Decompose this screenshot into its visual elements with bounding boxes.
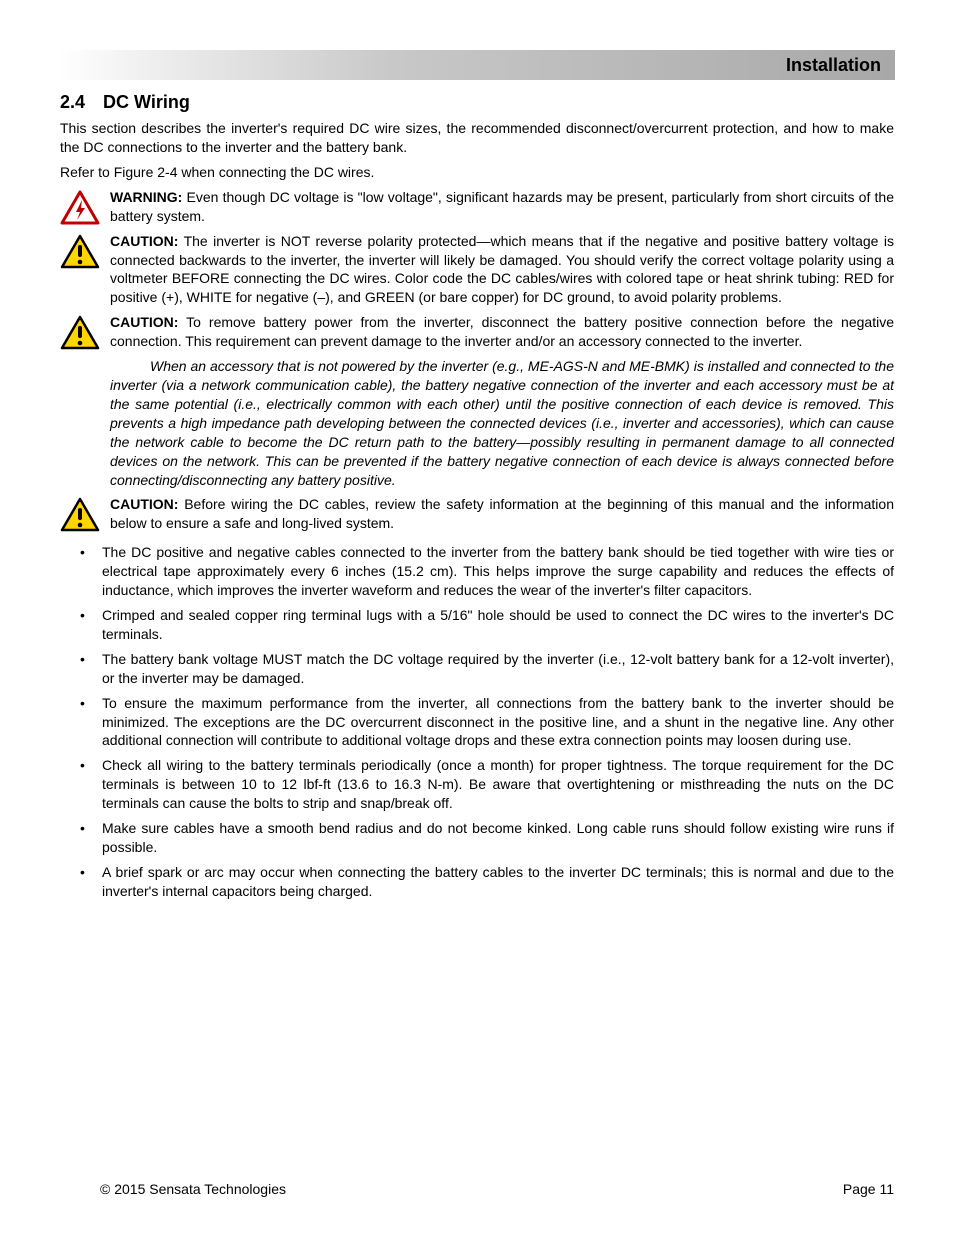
bullet-list: The DC positive and negative cables conn… — [60, 543, 894, 900]
caution-3-label: CAUTION: — [110, 496, 178, 512]
list-item: Crimped and sealed copper ring terminal … — [80, 606, 894, 644]
warning-body: Even though DC voltage is "low voltage",… — [110, 189, 894, 224]
warning-notice: WARNING: Even though DC voltage is "low … — [60, 188, 894, 226]
section-heading: 2.4 DC Wiring — [60, 92, 894, 113]
intro-paragraph-2: Refer to Figure 2-4 when connecting the … — [60, 163, 894, 182]
page-footer: © 2015 Sensata Technologies Page 11 — [60, 1181, 894, 1197]
list-item: The battery bank voltage MUST match the … — [80, 650, 894, 688]
caution-2-text: CAUTION: To remove battery power from th… — [110, 313, 894, 351]
list-item: Check all wiring to the battery terminal… — [80, 756, 894, 813]
italic-accessory-note: When an accessory that is not powered by… — [110, 357, 894, 489]
caution-icon — [60, 234, 100, 270]
caution-icon — [60, 315, 100, 351]
footer-copyright: © 2015 Sensata Technologies — [60, 1181, 286, 1197]
caution-1-text: CAUTION: The inverter is NOT reverse pol… — [110, 232, 894, 308]
footer-page-number: Page 11 — [843, 1181, 894, 1197]
warning-icon — [60, 190, 100, 226]
list-item: Make sure cables have a smooth bend radi… — [80, 819, 894, 857]
caution-3-text: CAUTION: Before wiring the DC cables, re… — [110, 495, 894, 533]
caution-notice-3: CAUTION: Before wiring the DC cables, re… — [60, 495, 894, 533]
list-item: To ensure the maximum performance from t… — [80, 694, 894, 751]
caution-notice-1: CAUTION: The inverter is NOT reverse pol… — [60, 232, 894, 308]
warning-label: WARNING: — [110, 189, 182, 205]
section-number: 2.4 — [60, 92, 85, 113]
intro-paragraph-1: This section describes the inverter's re… — [60, 119, 894, 157]
warning-text: WARNING: Even though DC voltage is "low … — [110, 188, 894, 226]
caution-1-body: The inverter is NOT reverse polarity pro… — [110, 233, 894, 306]
header-bar: Installation — [59, 50, 895, 80]
section-title: DC Wiring — [103, 92, 190, 112]
caution-icon — [60, 497, 100, 533]
list-item: A brief spark or arc may occur when conn… — [80, 863, 894, 901]
page: Installation 2.4 DC Wiring This section d… — [0, 0, 954, 1235]
caution-3-body: Before wiring the DC cables, review the … — [110, 496, 894, 531]
caution-1-label: CAUTION: — [110, 233, 178, 249]
header-title: Installation — [786, 55, 881, 76]
caution-2-body: To remove battery power from the inverte… — [110, 314, 894, 349]
caution-2-label: CAUTION: — [110, 314, 178, 330]
caution-notice-2: CAUTION: To remove battery power from th… — [60, 313, 894, 351]
list-item: The DC positive and negative cables conn… — [80, 543, 894, 600]
